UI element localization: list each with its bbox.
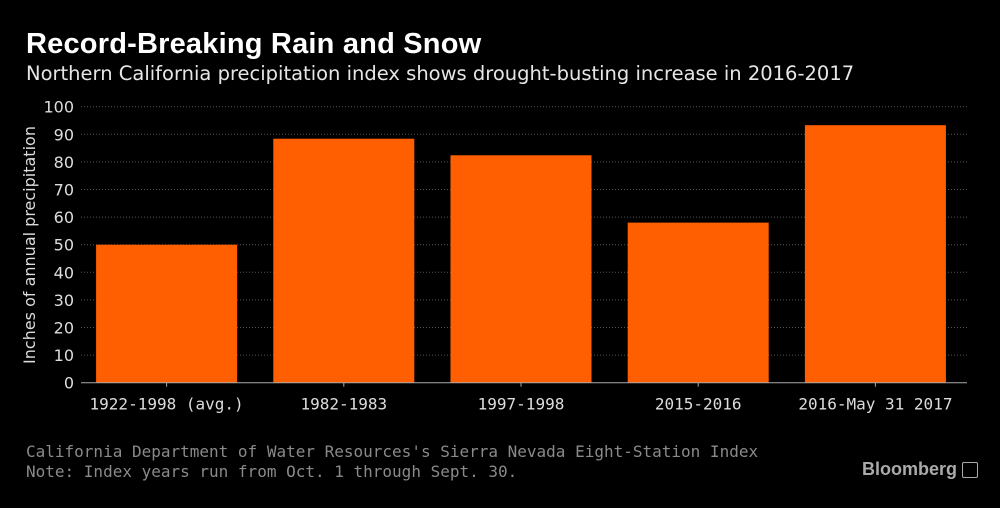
- bar: [450, 155, 592, 383]
- x-tick-label: 1922-1998 (avg.): [90, 395, 244, 414]
- chart-logo-icon: [962, 461, 978, 478]
- y-tick-label: 10: [54, 346, 74, 365]
- bloomberg-logo: Bloomberg: [862, 459, 978, 480]
- bar: [804, 125, 946, 383]
- y-tick-label: 40: [54, 263, 74, 282]
- y-tick-label: 90: [54, 125, 74, 144]
- y-tick-label: 60: [54, 208, 74, 227]
- y-tick-label: 100: [43, 98, 74, 117]
- source-note: California Department of Water Resources…: [26, 442, 759, 461]
- bar: [273, 138, 415, 383]
- chart-subtitle: Northern California precipitation index …: [26, 62, 855, 85]
- bar: [627, 222, 769, 383]
- footnote: Note: Index years run from Oct. 1 throug…: [26, 462, 518, 481]
- x-tick-label: 2015-2016: [655, 395, 742, 414]
- y-tick-label: 80: [54, 153, 74, 172]
- bar: [96, 244, 238, 383]
- y-tick-label: 20: [54, 319, 74, 338]
- y-tick-label: 0: [64, 374, 74, 393]
- chart-title: Record-Breaking Rain and Snow: [26, 28, 482, 60]
- y-tick-label: 70: [54, 181, 74, 200]
- x-tick-label: 1997-1998: [478, 395, 565, 414]
- y-axis-label: Inches of annual precipitation: [20, 126, 39, 364]
- logo-text: Bloomberg: [861, 459, 957, 479]
- y-tick-label: 50: [54, 236, 74, 255]
- y-tick-label: 30: [54, 291, 74, 310]
- x-tick-label: 2016-May 31 2017: [798, 395, 952, 414]
- x-tick-label: 1982-1983: [300, 395, 387, 414]
